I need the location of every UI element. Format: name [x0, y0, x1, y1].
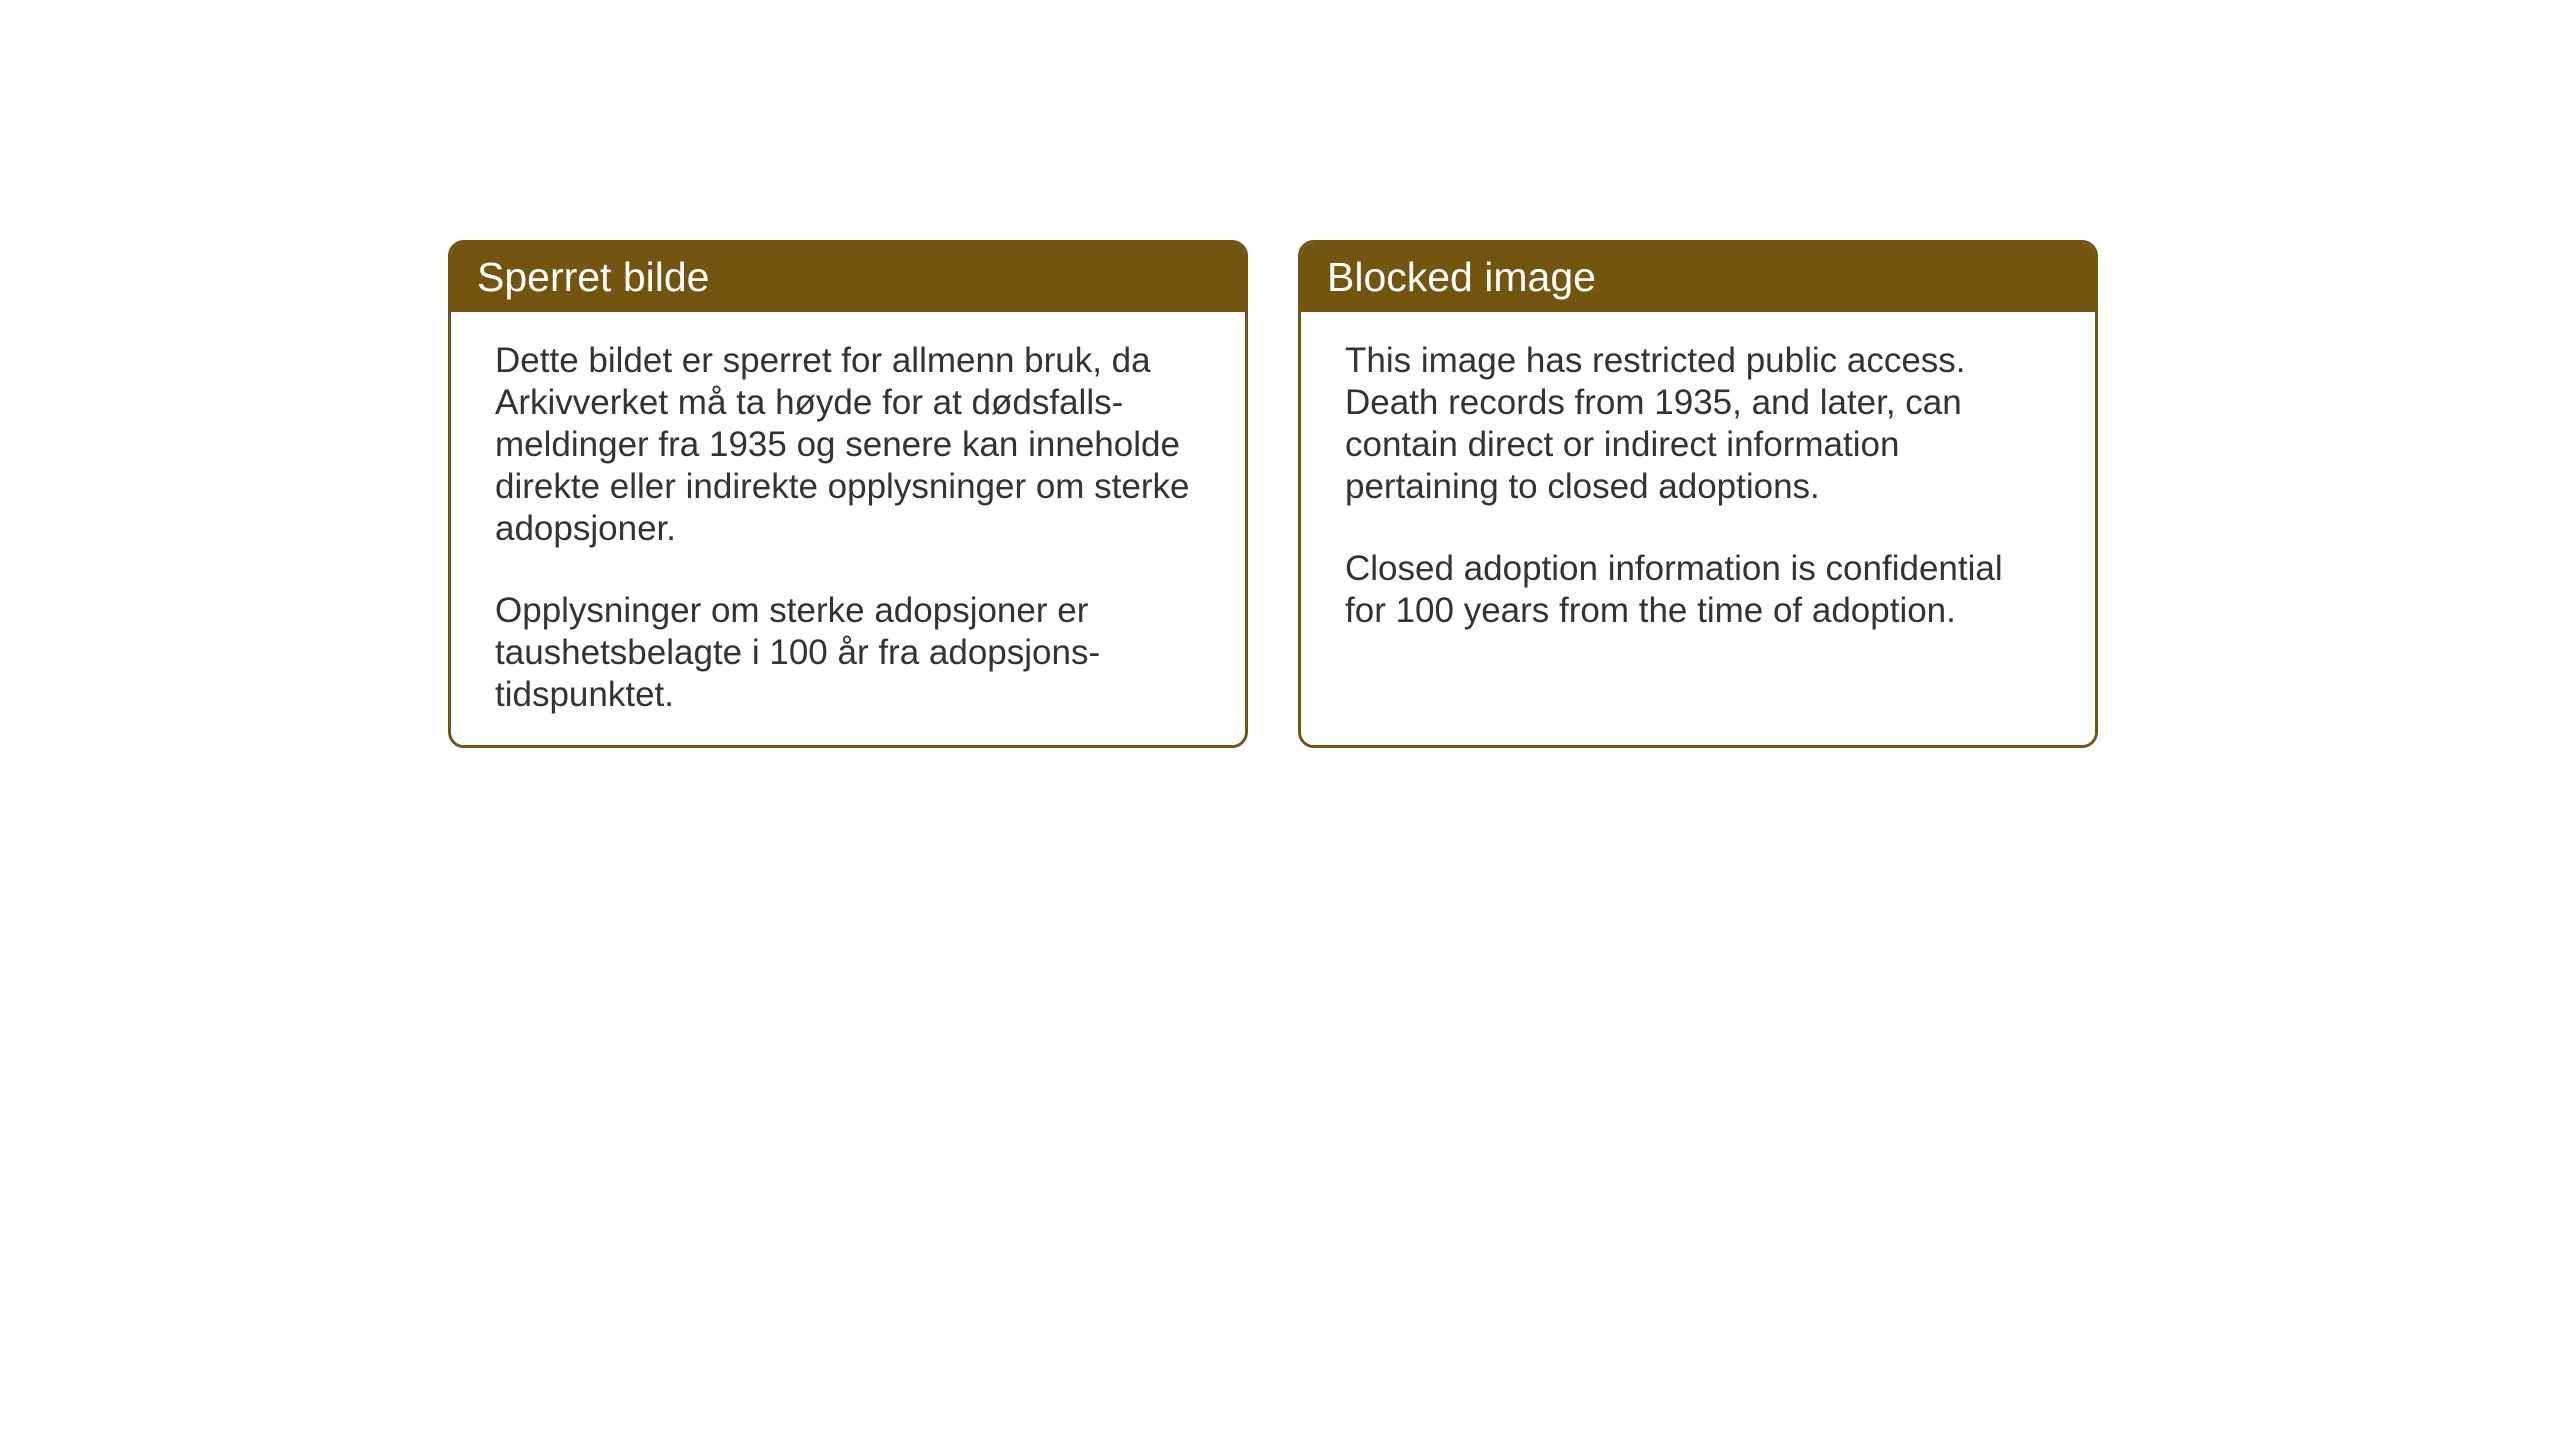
norwegian-card: Sperret bilde Dette bildet er sperret fo…	[448, 240, 1248, 748]
english-card-title: Blocked image	[1301, 243, 2095, 312]
norwegian-paragraph-2: Opplysninger om sterke adopsjoner er tau…	[495, 590, 1201, 716]
english-paragraph-1: This image has restricted public access.…	[1345, 340, 2051, 508]
english-card: Blocked image This image has restricted …	[1298, 240, 2098, 748]
norwegian-card-title: Sperret bilde	[451, 243, 1245, 312]
english-card-body: This image has restricted public access.…	[1301, 312, 2095, 745]
cards-container: Sperret bilde Dette bildet er sperret fo…	[448, 240, 2098, 748]
english-paragraph-2: Closed adoption information is confident…	[1345, 548, 2051, 632]
norwegian-paragraph-1: Dette bildet er sperret for allmenn bruk…	[495, 340, 1201, 550]
norwegian-card-body: Dette bildet er sperret for allmenn bruk…	[451, 312, 1245, 745]
